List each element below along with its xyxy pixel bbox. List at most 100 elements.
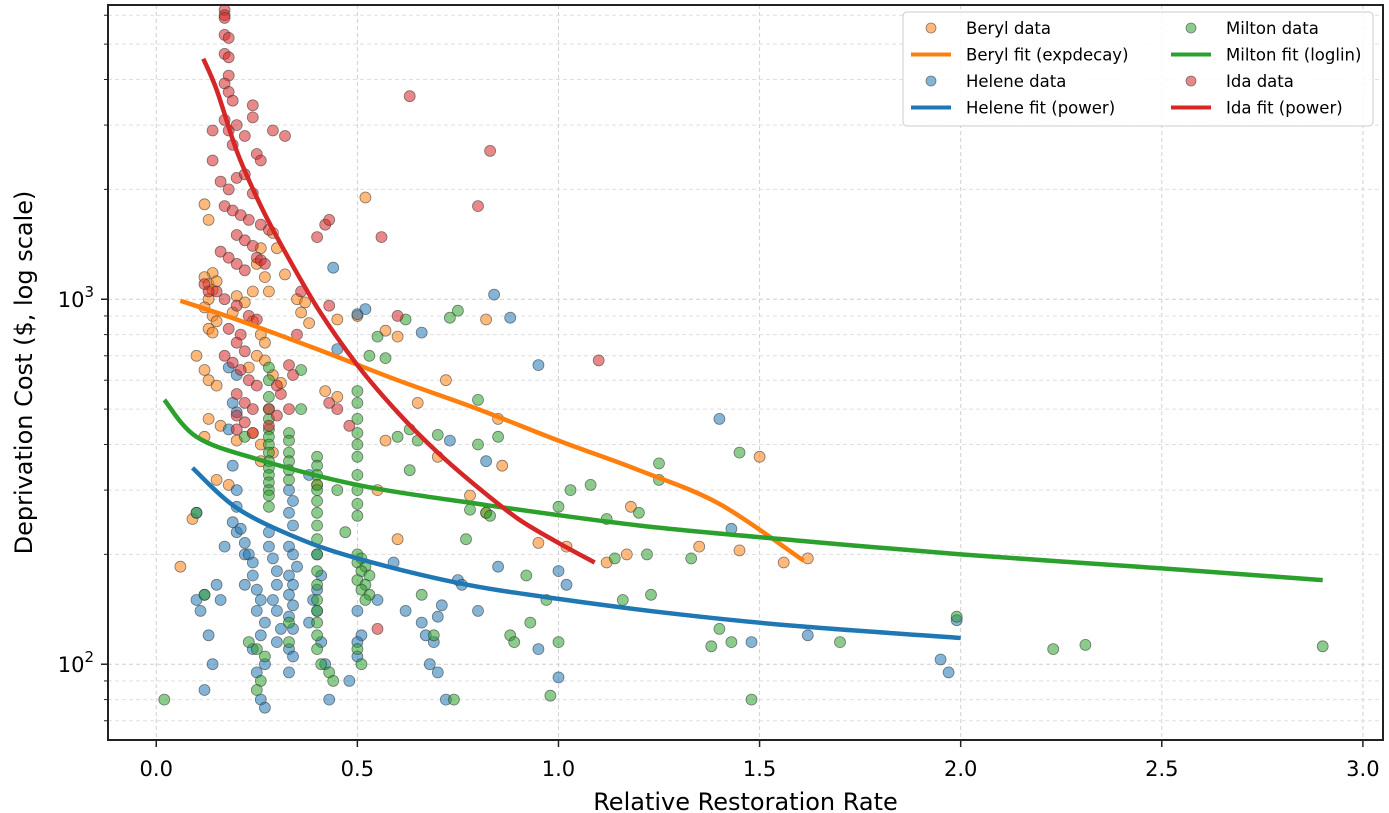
beryl-data-point (733, 544, 746, 557)
beryl-data-point (693, 540, 706, 553)
ida-fit-line (201, 57, 596, 565)
beryl-data-point (262, 285, 275, 298)
milton-data-point (705, 640, 718, 653)
helene-data-point (435, 599, 448, 612)
helene-data-point (246, 556, 259, 569)
helene-data-point (532, 359, 545, 372)
x-tick-label: 0.0 (140, 757, 173, 781)
helene-data-point (488, 288, 501, 301)
y-tick-exponent: 2 (84, 648, 94, 666)
ida-data-point (206, 154, 219, 167)
beryl-data-point (303, 317, 316, 330)
y-axis-label: Deprivation Cost ($, log scale) (10, 191, 38, 555)
milton-data-point (391, 430, 404, 443)
milton-data-point (351, 438, 364, 451)
legend-box (902, 11, 1374, 127)
beryl-data-point (777, 556, 790, 569)
helene-data-point (323, 693, 336, 706)
helene-data-point (492, 560, 505, 573)
beryl-data-point (391, 330, 404, 343)
helene-data-point (274, 623, 287, 635)
helene-data-point (801, 629, 814, 642)
helene-data-point (287, 650, 299, 663)
ida-data-point (246, 111, 259, 124)
scatter-points (158, 4, 1329, 714)
milton-data-point (834, 636, 846, 648)
ida-data-point (230, 119, 243, 131)
milton-data-point (492, 430, 505, 443)
ida-data-point (246, 427, 259, 439)
milton-data-point (544, 689, 557, 702)
helene-data-point (745, 636, 758, 648)
ida-data-point (222, 251, 235, 264)
ida-data-point (230, 409, 243, 422)
milton-data-point (262, 489, 275, 502)
helene-data-point (532, 643, 545, 655)
beryl-data-point (753, 450, 766, 463)
milton-data-point (616, 594, 629, 606)
ida-data-point (222, 51, 235, 64)
legend: Beryl data Beryl fit (expdecay) Helene dat… (902, 11, 1374, 127)
helene-data-point (250, 605, 263, 617)
milton-data-point (552, 500, 565, 513)
ida-data-point (246, 99, 259, 112)
helene-data-point (327, 261, 340, 274)
legend-label: Milton fit (loglin) (1226, 46, 1361, 65)
x-tick-label: 3.0 (1346, 757, 1379, 781)
beryl-data-point (210, 275, 223, 288)
beryl-data-point (295, 306, 308, 319)
ida-data-point (230, 423, 243, 436)
milton-data-point (158, 693, 171, 706)
helene-data-point (266, 552, 279, 565)
helene-data-point (415, 616, 428, 629)
ida-data-point (230, 299, 243, 312)
milton-data-point (443, 311, 456, 324)
y-tick-base: 10 (58, 288, 85, 312)
legend-marker (925, 22, 937, 34)
helene-data-point (552, 671, 565, 684)
helene-data-point (399, 605, 412, 617)
helene-data-point (238, 537, 251, 549)
milton-data-point (295, 403, 308, 416)
helene-data-point (226, 516, 239, 529)
milton-data-point (508, 636, 521, 648)
legend-label: Helene data (966, 72, 1066, 91)
helene-data-point (287, 495, 299, 507)
ida-data-point (283, 403, 295, 416)
beryl-data-point (496, 459, 509, 472)
ida-data-point (323, 396, 336, 409)
milton-data-point (427, 629, 440, 642)
milton-data-point (242, 636, 255, 648)
helene-data-point (504, 311, 517, 324)
y-axis-ticks: 10 2 103 (58, 14, 108, 722)
ida-data-point (375, 231, 388, 244)
ida-data-point (230, 257, 243, 270)
ida-data-point (287, 369, 299, 381)
ida-data-point (234, 364, 247, 376)
milton-data-point (331, 484, 344, 497)
ida-data-point (484, 144, 497, 157)
ida-data-point (250, 379, 263, 392)
milton-data-point (451, 304, 464, 317)
milton-data-point (653, 457, 665, 470)
ida-data-point (206, 124, 219, 137)
milton-data-point (359, 594, 372, 606)
milton-data-point (472, 393, 484, 406)
beryl-data-point (480, 313, 493, 326)
helene-data-point (230, 484, 243, 497)
milton-data-point (1047, 643, 1060, 655)
ida-data-point (262, 403, 275, 416)
helene-data-point (266, 594, 279, 606)
milton-data-point (311, 605, 324, 617)
milton-data-point (351, 396, 364, 409)
y-tick-label: 103 (58, 283, 94, 312)
beryl-data-point (411, 396, 424, 409)
beryl-data-point (202, 412, 215, 425)
helene-data-point (246, 569, 259, 582)
beryl-fit-line (179, 298, 806, 563)
milton-data-point (283, 473, 295, 486)
milton-data-point (685, 552, 698, 565)
legend-marker (1185, 22, 1197, 34)
helene-data-point (250, 583, 263, 596)
helene-data-point (480, 455, 493, 468)
